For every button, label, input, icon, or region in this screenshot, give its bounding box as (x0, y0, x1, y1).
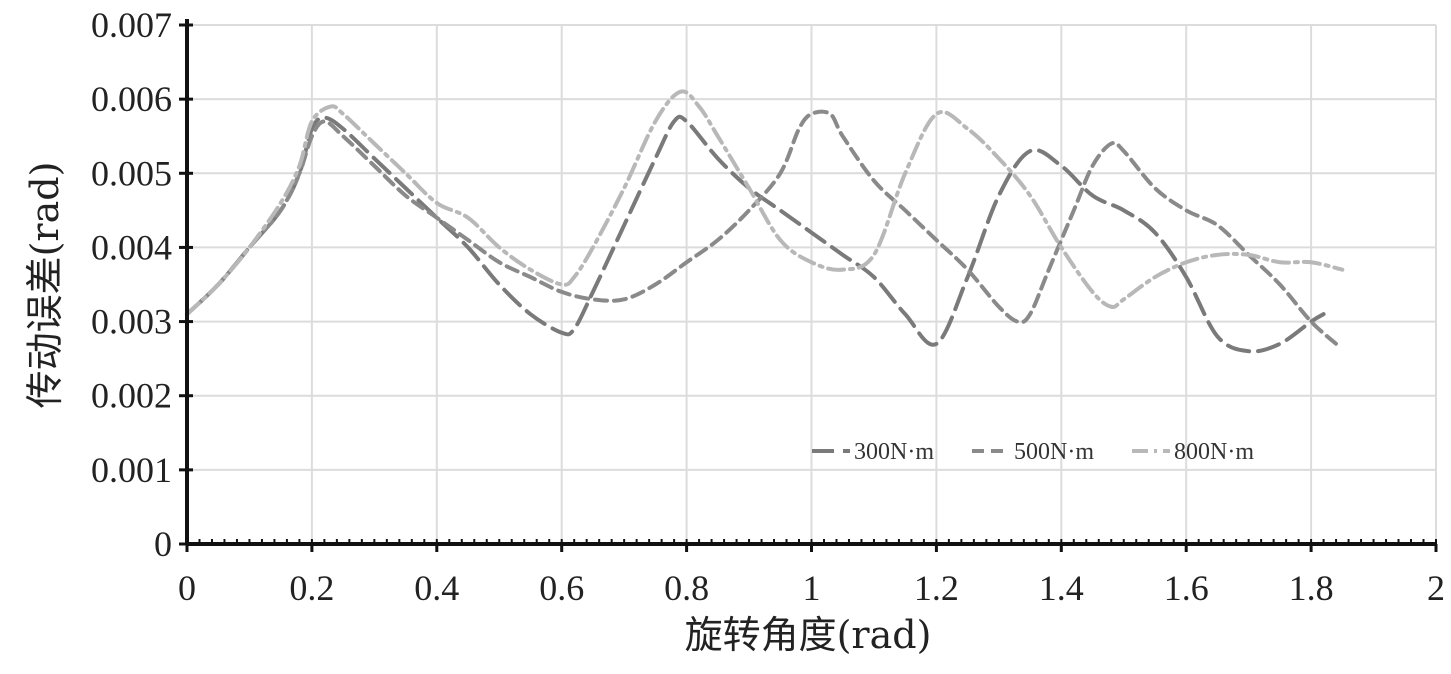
x-tick-label: 1 (803, 568, 821, 608)
x-tick-label: 1.4 (1039, 568, 1084, 608)
series-lines (185, 89, 1345, 354)
x-tick-label: 0 (178, 568, 196, 608)
grid-lines (186, 24, 1437, 545)
y-tick-label: 0.005 (91, 153, 172, 193)
legend-label-2: 500N·m (1014, 439, 1094, 465)
y-axis-title: 传动误差(rad) (23, 162, 67, 409)
legend-label-3: 800N·m (1174, 439, 1254, 465)
y-tick-label: 0.001 (91, 450, 172, 490)
x-axis-title: 旋转角度(rad) (685, 613, 932, 657)
axes (179, 19, 1438, 552)
x-tick-label: 0.4 (414, 568, 459, 608)
series-line-2 (185, 109, 1339, 346)
x-tick-label: 0.2 (289, 568, 334, 608)
x-tick-label: 1.2 (914, 568, 959, 608)
x-tick-label: 0.6 (539, 568, 584, 608)
x-tick-labels: 0 0.2 0.4 0.6 0.8 1 1.2 1.4 1.6 1.8 2 (178, 568, 1445, 608)
x-tick-label: 2 (1427, 568, 1445, 608)
y-tick-label: 0.003 (91, 302, 172, 342)
y-tick-label: 0.002 (91, 376, 172, 416)
y-tick-label: 0.006 (91, 79, 172, 119)
series-line-3 (185, 89, 1345, 317)
x-tick-label: 1.8 (1289, 568, 1334, 608)
y-tick-label: 0 (154, 524, 172, 564)
x-tick-label: 0.8 (664, 568, 709, 608)
x-tick-label: 1.6 (1164, 568, 1209, 608)
y-tick-label: 0.004 (91, 227, 172, 267)
y-tick-label: 0.007 (91, 5, 172, 45)
series-line-1 (185, 114, 1326, 354)
legend: 300N·m 500N·m 800N·m (812, 439, 1254, 465)
y-tick-labels: 0 0.001 0.002 0.003 0.004 0.005 0.006 0.007 (91, 5, 172, 564)
legend-label-1: 300N·m (854, 439, 934, 465)
